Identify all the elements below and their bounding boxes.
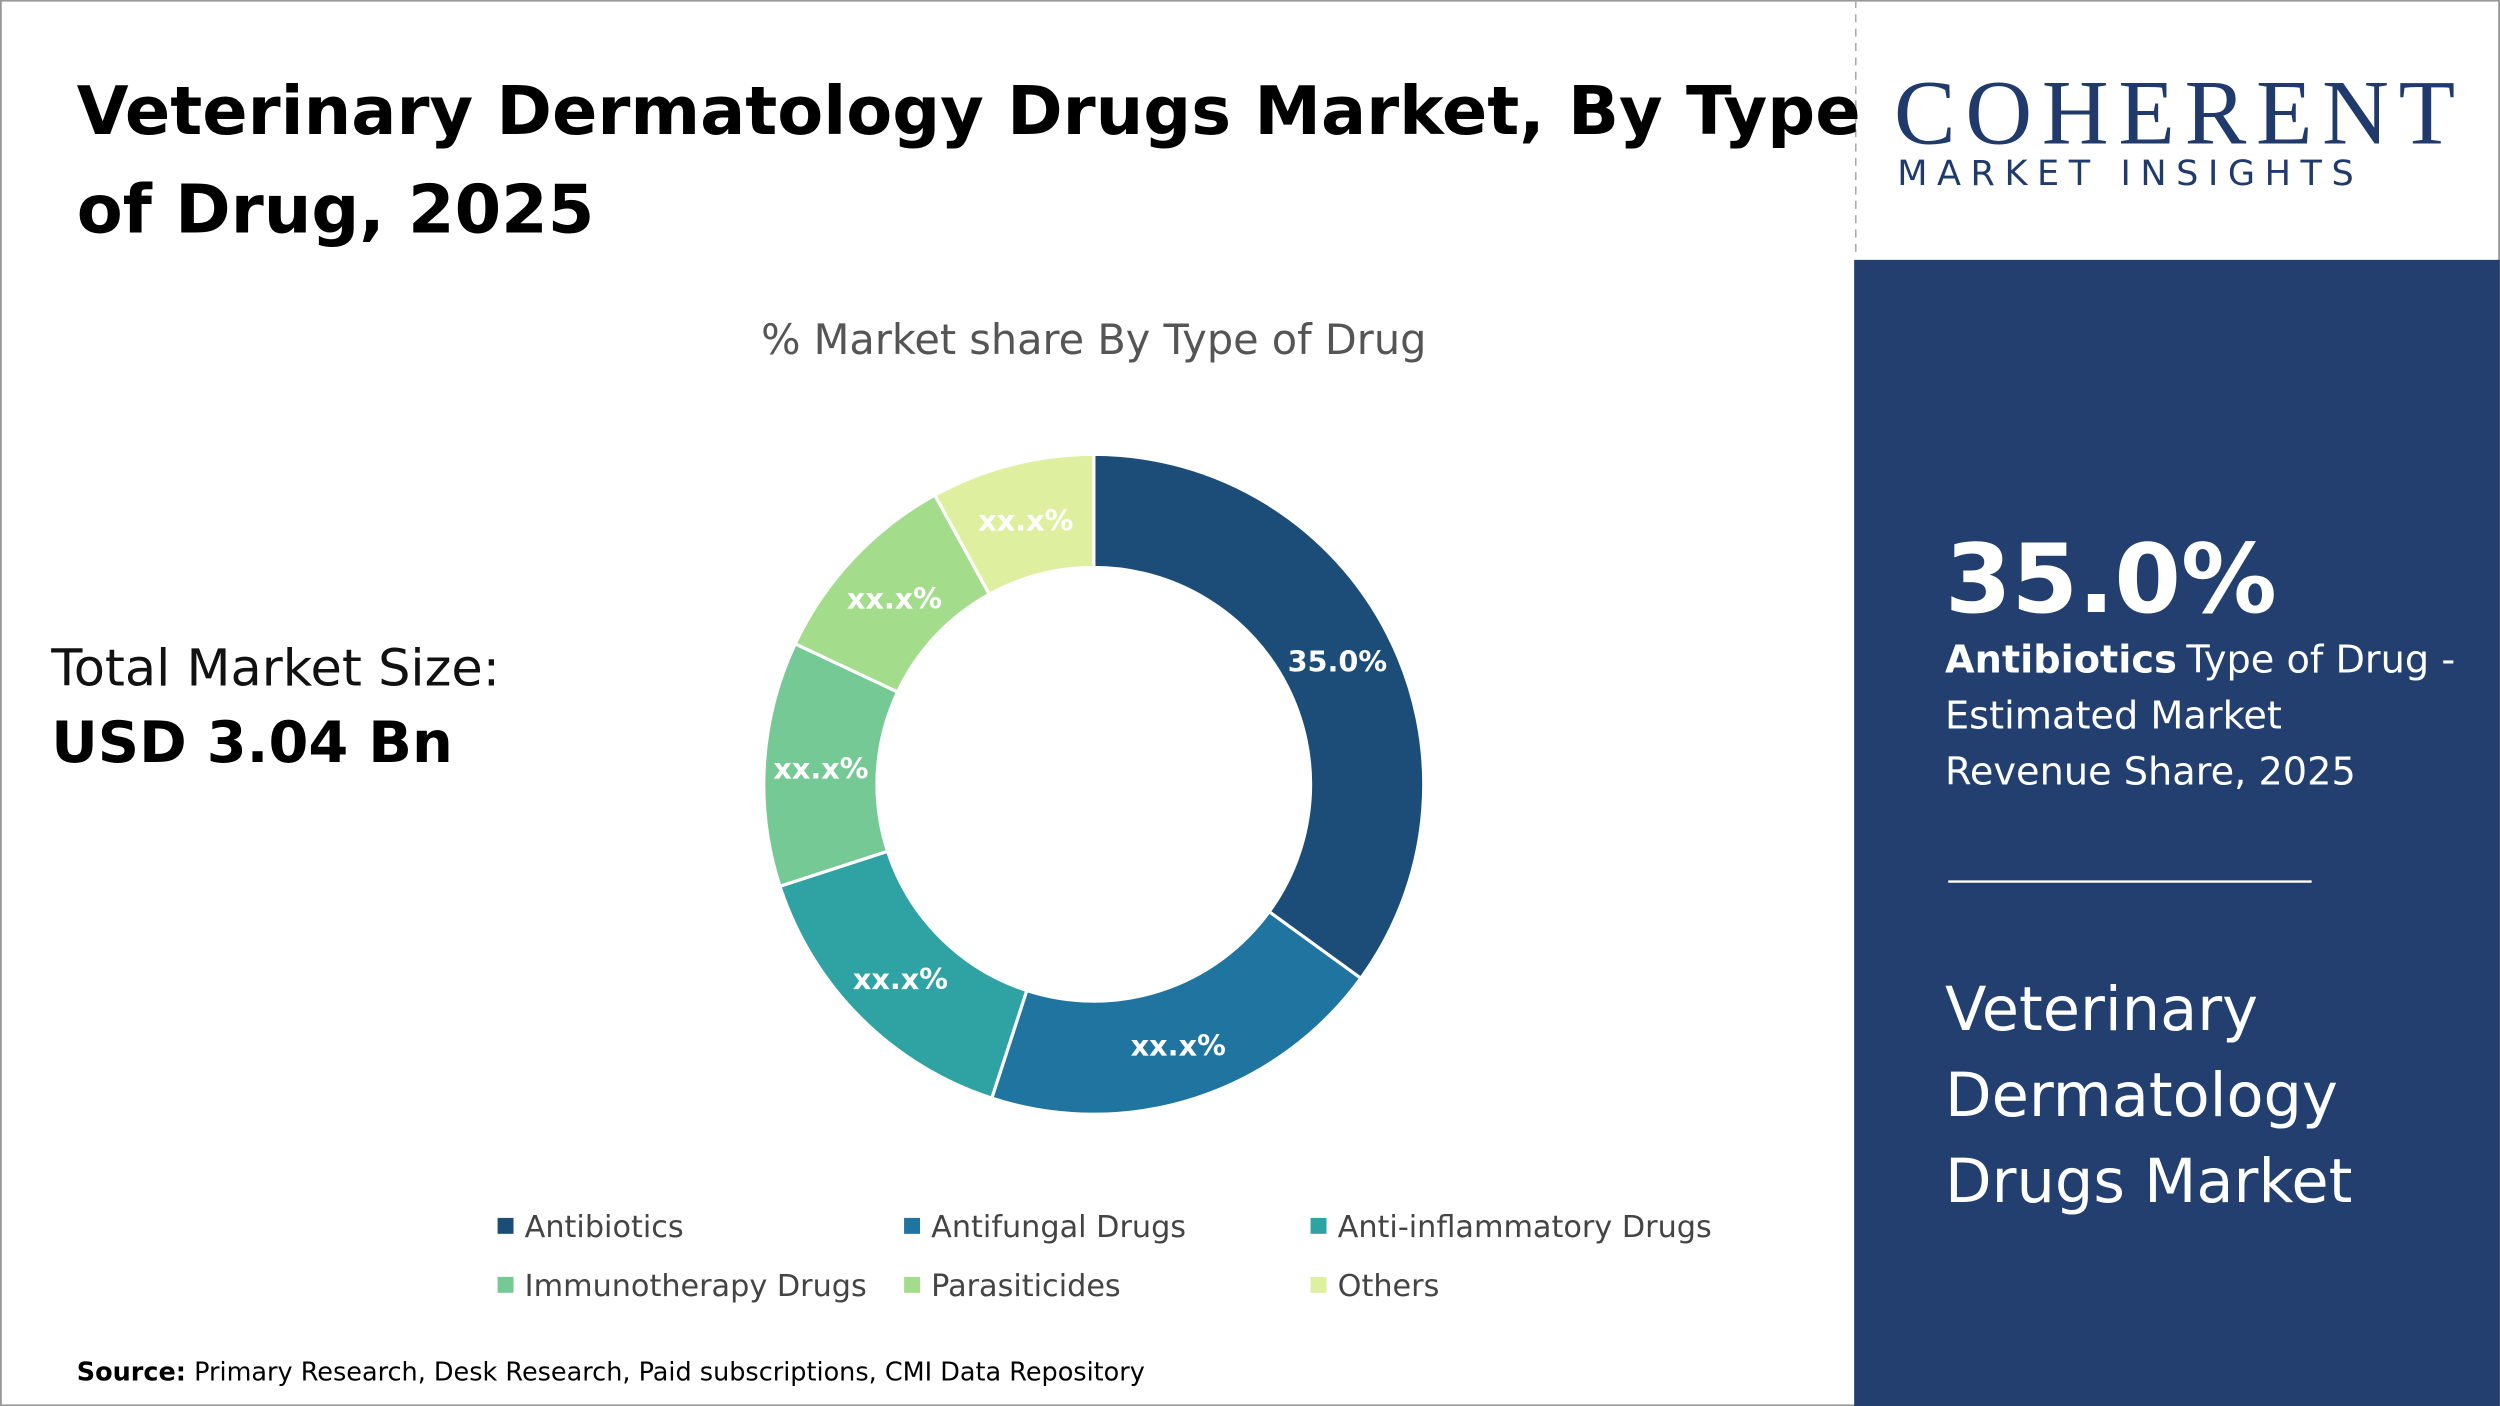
source: Source: Primary Research, Desk Research,… <box>77 1357 1145 1387</box>
market-line: Dermatology <box>1945 1061 2338 1131</box>
market-line: Veterinary <box>1945 975 2258 1045</box>
data-label: 35.0% <box>1288 644 1388 678</box>
data-label: xx.x% <box>978 504 1073 538</box>
source-text: Primary Research, Desk Research, Paid su… <box>194 1357 1145 1387</box>
legend-swatch <box>904 1276 921 1293</box>
title: Veterinary Dermatology Drugs Market, By … <box>77 72 1861 249</box>
slice <box>989 909 1363 1116</box>
highlight-line: Revenue Share, 2025 <box>1945 749 2356 794</box>
highlight-category: Antibiotics <box>1945 638 2177 683</box>
side-panel <box>1854 259 2500 1406</box>
legend: Antibiotics Antifungal Drugs Anti-inflamma… <box>497 1210 1712 1304</box>
market-line: Drugs Market <box>1945 1147 2352 1217</box>
legend-swatch <box>497 1276 514 1293</box>
source-label: Source: <box>77 1357 186 1387</box>
slice <box>1092 452 1426 981</box>
chart-title: % Market share By Type of Drug <box>761 316 1426 364</box>
data-label: xx.x% <box>847 581 942 615</box>
legend-label: Anti-inflammatory Drugs <box>1338 1210 1712 1245</box>
highlight-line: Antibiotics Type of Drug - <box>1945 638 2455 683</box>
data-label: xx.x% <box>773 751 868 785</box>
market-size-label: Total Market Size: <box>50 639 500 698</box>
legend-swatch <box>904 1217 921 1234</box>
legend-swatch <box>1310 1217 1327 1234</box>
market-size-value: USD 3.04 Bn <box>51 709 453 776</box>
legend-swatch <box>497 1217 514 1234</box>
data-label: xx.x% <box>1131 1028 1226 1062</box>
title-line: of Drug, 2025 <box>77 171 595 249</box>
slice <box>932 452 1096 597</box>
highlight-line: Estimated Market <box>1945 694 2282 739</box>
market-name: Veterinary Dermatology Drugs Market <box>1945 975 2352 1217</box>
legend-label: Others <box>1338 1269 1440 1304</box>
legend-swatch <box>1310 1276 1327 1293</box>
logo-tagline: MARKET INSIGHTS <box>1897 153 2363 194</box>
highlight-rest: Type of Drug - <box>2185 638 2455 683</box>
legend-label: Parasiticides <box>931 1269 1121 1304</box>
highlight-text: Antibiotics Type of Drug - Estimated Marke… <box>1945 638 2455 795</box>
data-label: xx.x% <box>853 962 948 996</box>
logo-name: COHERENT <box>1894 61 2455 163</box>
legend-label: Immunotherapy Drugs <box>525 1269 867 1304</box>
legend-label: Antibiotics <box>525 1210 684 1245</box>
legend-label: Antifungal Drugs <box>931 1210 1186 1245</box>
highlight-value: 35.0% <box>1945 523 2277 635</box>
title-line: Veterinary Dermatology Drugs Market, By … <box>77 72 1861 150</box>
donut: 35.0% xx.x% xx.x% xx.x% xx.x% xx.x% <box>762 452 1426 1116</box>
